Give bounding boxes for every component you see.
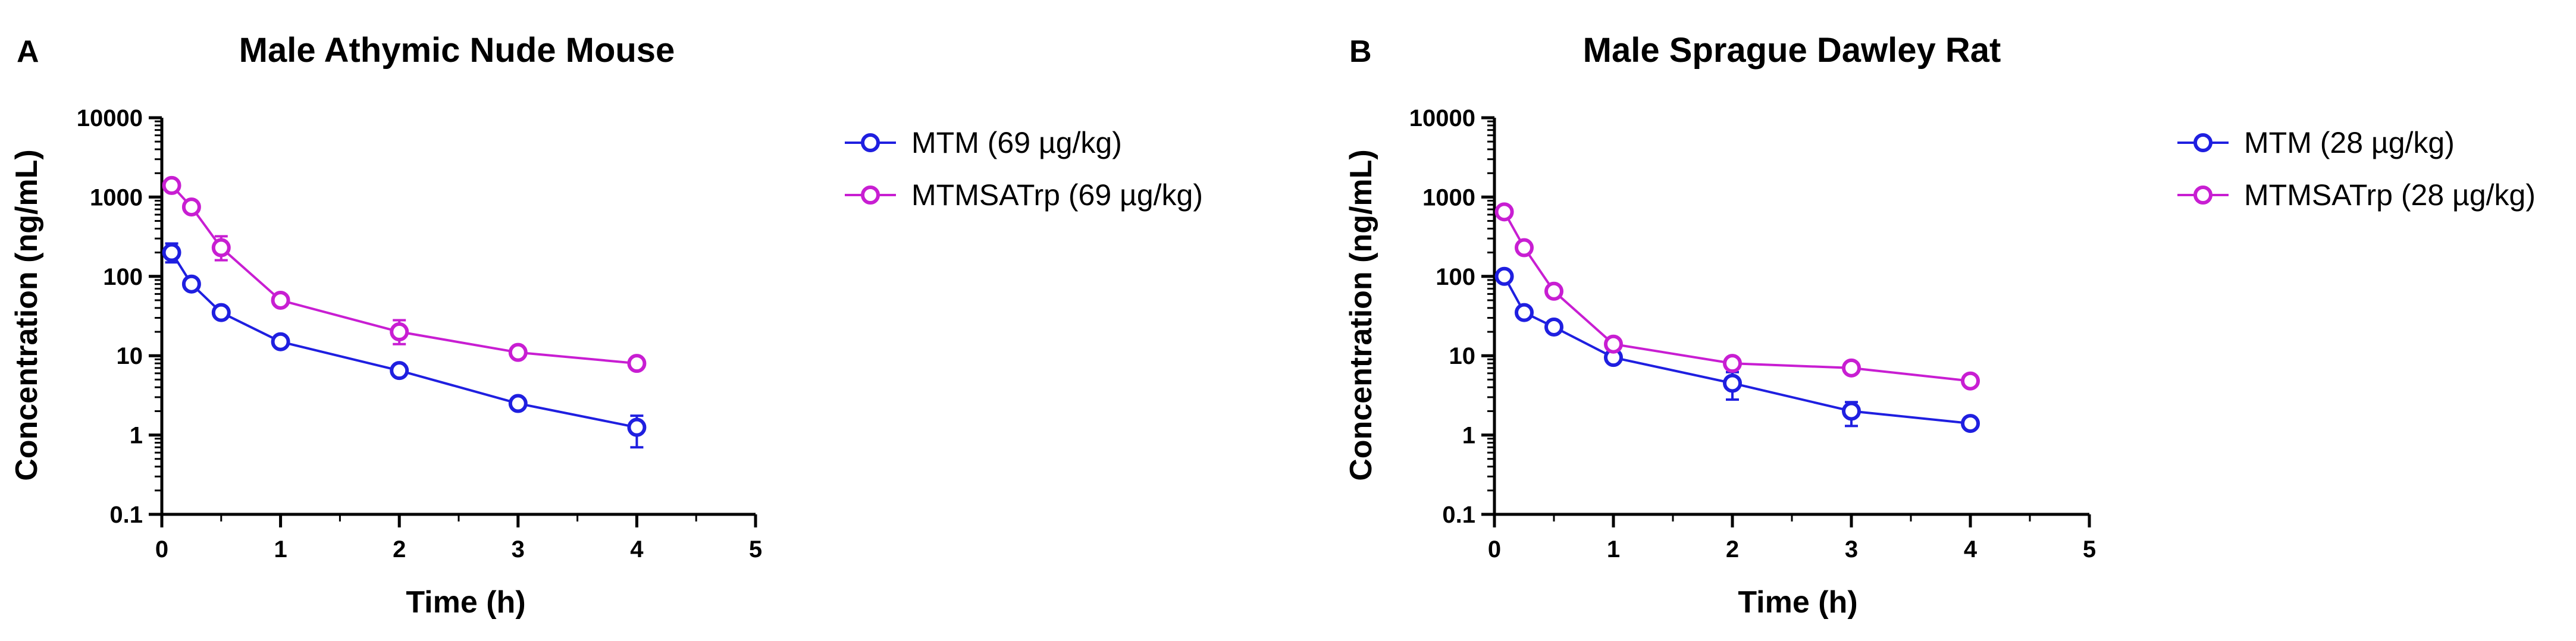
data-point (211, 303, 231, 322)
y-tick-label: 1 (1462, 423, 1475, 449)
legend-marker (861, 133, 880, 152)
y-tick-label: 10 (117, 343, 143, 369)
y-tick-label: 1000 (90, 184, 143, 210)
data-point (1544, 317, 1563, 337)
y-axis-label: Concentration (ng/mL) (10, 149, 44, 481)
data-point (181, 197, 201, 217)
panel-a: A Male Athymic Nude Mouse Time (h) Conce… (10, 31, 1203, 620)
data-point (508, 394, 528, 413)
data-point (1961, 371, 1980, 391)
x-tick-label: 4 (1964, 536, 1978, 563)
x-axis-label: Time (h) (406, 585, 525, 620)
data-point (1723, 373, 1742, 393)
data-point (271, 332, 290, 351)
data-point (390, 322, 409, 342)
y-tick-label: 0.1 (109, 502, 143, 528)
plot-area: 0.1 1 10 100 1000 10000 0 1 2 3 4 5 (1409, 105, 2096, 563)
y-tick-label: 10 (1449, 343, 1476, 369)
data-point (1494, 266, 1514, 286)
y-tick-label: 100 (103, 264, 143, 290)
plot-area: 0.1 1 10 100 1000 10000 0 1 2 3 4 5 (77, 105, 762, 563)
legend-marker (2193, 186, 2213, 205)
x-tick-label: 3 (512, 536, 525, 563)
panel-letter: B (1349, 34, 1372, 69)
data-point (508, 343, 528, 362)
x-axis-label: Time (h) (1738, 585, 1857, 620)
data-point (271, 290, 290, 310)
x-tick-label: 0 (155, 536, 168, 563)
legend-label: MTM (69 µg/kg) (911, 126, 1122, 159)
x-tick-label: 3 (1845, 536, 1858, 563)
legend-marker (2193, 133, 2213, 152)
data-point (162, 243, 181, 262)
panel-b: B Male Sprague Dawley Rat Time (h) Conce… (1344, 31, 2536, 620)
y-tick-label: 10000 (1409, 105, 1475, 131)
data-point (627, 354, 647, 373)
x-tick-label: 2 (1726, 536, 1739, 563)
data-point (1515, 238, 1534, 257)
x-tick-label: 1 (1607, 536, 1620, 563)
x-tick-label: 1 (274, 536, 287, 563)
data-point (1515, 303, 1534, 322)
y-tick-label: 0.1 (1442, 502, 1475, 528)
data-point (162, 175, 181, 195)
data-point (1604, 334, 1623, 354)
x-tick-label: 5 (2083, 536, 2096, 563)
data-point (390, 361, 409, 381)
y-tick-label: 10000 (77, 105, 143, 131)
y-tick-label: 1000 (1422, 184, 1475, 210)
legend-label: MTMSATrp (69 µg/kg) (911, 178, 1203, 212)
y-axis-label: Concentration (ng/mL) (1344, 149, 1378, 481)
legend-label: MTM (28 µg/kg) (2244, 126, 2455, 159)
y-tick-label: 100 (1436, 264, 1475, 290)
data-point (211, 238, 231, 257)
legend: MTM (69 µg/kg) MTMSATrp (69 µg/kg) (845, 126, 1203, 212)
legend-marker (861, 186, 880, 205)
chart-title: Male Sprague Dawley Rat (1583, 31, 2001, 70)
data-point (1544, 281, 1563, 301)
x-tick-label: 0 (1488, 536, 1501, 563)
chart-title: Male Athymic Nude Mouse (239, 31, 675, 70)
legend-label: MTMSATrp (28 µg/kg) (2244, 178, 2536, 212)
data-point (1494, 202, 1514, 222)
data-point (1961, 414, 1980, 433)
data-point (1842, 358, 1861, 378)
data-point (627, 417, 647, 437)
data-point (1723, 354, 1742, 373)
legend: MTM (28 µg/kg) MTMSATrp (28 µg/kg) (2177, 126, 2536, 212)
x-tick-label: 2 (393, 536, 406, 563)
y-tick-label: 1 (130, 423, 143, 449)
x-tick-label: 4 (630, 536, 644, 563)
x-tick-label: 5 (749, 536, 762, 563)
data-point (181, 274, 201, 294)
data-point (1842, 401, 1861, 421)
panel-letter: A (17, 34, 39, 69)
